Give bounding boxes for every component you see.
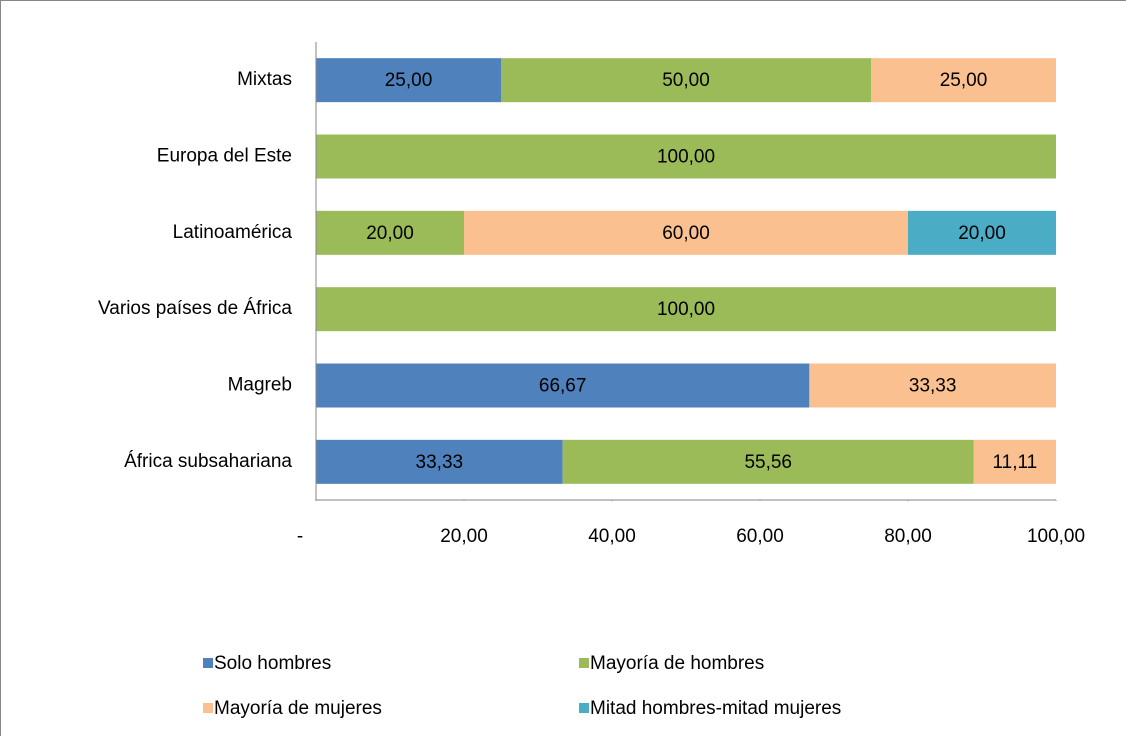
legend-label: Solo hombres [214,653,331,674]
x-tick-label: 100,00 [1027,526,1085,547]
legend-label: Mayoría de mujeres [214,698,382,719]
bar-segment [908,210,1056,255]
data-label: 66,67 [539,376,587,397]
bar-segment [316,210,464,255]
data-label: 25,00 [940,70,988,91]
legend-swatch [203,703,213,713]
legend-swatch [579,658,589,668]
bar-segment [871,58,1056,103]
bar-segment [464,210,908,255]
data-label: 25,00 [385,70,433,91]
data-label: 11,11 [993,452,1038,473]
bar-segment [809,363,1056,408]
bar-segment [316,363,810,408]
legend-swatch [203,658,213,668]
y-tick-label: Latinoamérica [173,222,293,243]
data-label: 33,33 [416,452,464,473]
data-label: 20,00 [958,223,1006,244]
bar-segment [316,287,1056,332]
data-label: 100,00 [657,147,715,168]
y-tick-label: Europa del Este [157,146,292,167]
bar-segment [316,439,563,484]
data-label: 55,56 [744,452,792,473]
y-tick-label: Mixtas [237,69,292,90]
x-tick-label: 80,00 [884,526,932,547]
data-label: 100,00 [657,299,715,320]
data-label: 50,00 [662,70,710,91]
x-tick-label: 40,00 [588,526,636,547]
legend-swatch [579,703,589,713]
data-label: 20,00 [366,223,414,244]
legend-label: Mitad hombres-mitad mujeres [590,698,841,719]
bar-segment [316,134,1056,179]
bar-segment [973,439,1056,484]
bar-segment [562,439,974,484]
data-label: 60,00 [662,223,710,244]
legend-label: Mayoría de hombres [590,653,764,674]
x-tick-label: 60,00 [736,526,784,547]
data-label: 33,33 [909,376,957,397]
bar-segment [316,58,501,103]
x-tick-label: - [297,526,303,547]
x-tick-label: 20,00 [440,526,488,547]
y-tick-label: Magreb [228,375,292,396]
y-tick-label: África subsahariana [124,451,292,472]
y-tick-label: Varios países de África [98,298,292,319]
bar-segment [501,58,871,103]
